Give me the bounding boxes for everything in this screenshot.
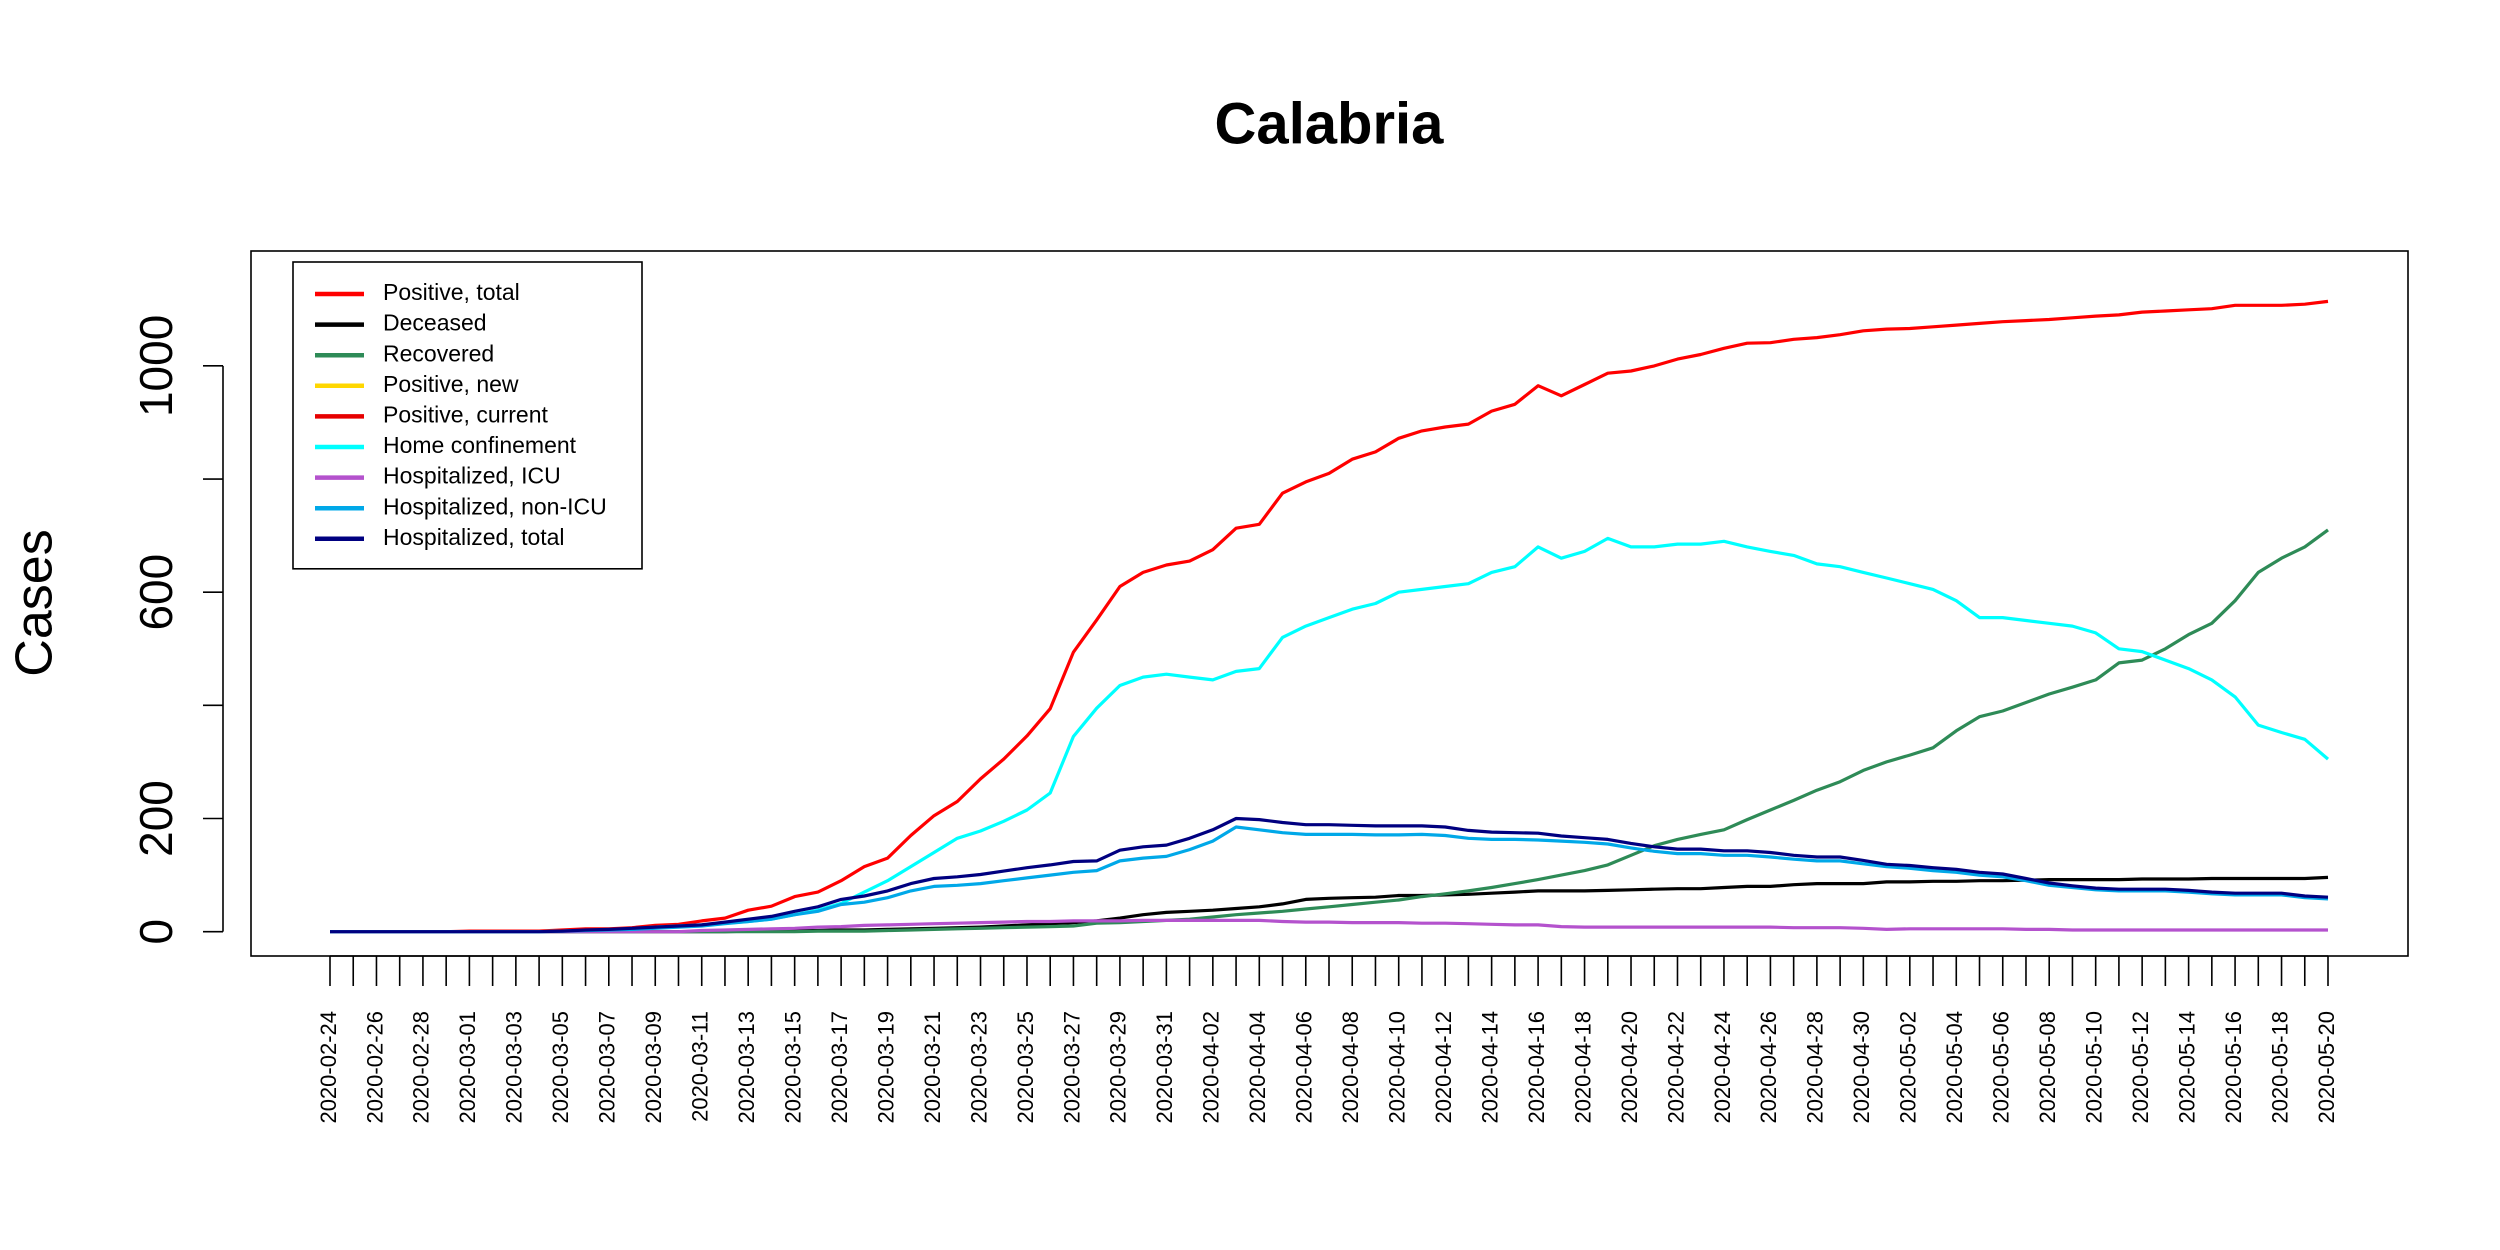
series-line (330, 528, 2329, 934)
legend-label: Positive, new (383, 371, 519, 397)
x-tick-label: 2020-02-24 (316, 1011, 341, 1124)
legend-label: Home confinement (383, 432, 577, 458)
legend-label: Positive, total (383, 279, 520, 305)
x-tick-label: 2020-04-20 (1617, 1011, 1642, 1124)
x-tick-label: 2020-04-14 (1477, 1011, 1502, 1124)
x-tick-label: 2020-04-12 (1431, 1011, 1456, 1124)
x-tick-label: 2020-05-20 (2314, 1011, 2339, 1124)
x-tick-label: 2020-03-19 (873, 1011, 898, 1124)
x-tick-label: 2020-04-18 (1570, 1011, 1595, 1124)
x-tick-label: 2020-03-05 (548, 1011, 573, 1124)
y-axis-label: Cases (6, 529, 64, 676)
y-tick-label: 0 (130, 919, 182, 945)
y-tick-label: 200 (130, 780, 182, 857)
x-tick-label: 2020-03-29 (1106, 1011, 1131, 1124)
legend-label: Hospitalized, ICU (383, 463, 561, 489)
series-line (330, 918, 2328, 934)
x-tick-label: 2020-03-07 (595, 1011, 620, 1124)
legend-label: Recovered (383, 340, 494, 366)
x-tick-label: 2020-03-25 (1013, 1011, 1038, 1124)
x-tick-label: 2020-03-09 (641, 1011, 666, 1124)
x-tick-label: 2020-04-10 (1385, 1011, 1410, 1124)
x-tick-label: 2020-03-13 (734, 1011, 759, 1124)
x-tick-label: 2020-04-08 (1338, 1011, 1363, 1124)
x-tick-label: 2020-05-04 (1942, 1011, 1967, 1124)
x-tick-label: 2020-03-11 (688, 1011, 713, 1122)
x-tick-label: 2020-04-04 (1245, 1011, 1270, 1124)
x-tick-label: 2020-04-24 (1710, 1011, 1735, 1124)
x-tick-label: 2020-05-14 (2174, 1011, 2199, 1124)
chart-title: Calabria (1215, 91, 1445, 156)
x-tick-label: 2020-03-21 (920, 1011, 945, 1124)
x-tick-label: 2020-04-26 (1756, 1011, 1781, 1124)
x-tick-label: 2020-04-22 (1663, 1011, 1688, 1124)
x-tick-label: 2020-03-27 (1059, 1011, 1084, 1124)
x-tick-label: 2020-04-06 (1292, 1011, 1317, 1124)
x-tick-label: 2020-04-30 (1849, 1011, 1874, 1124)
x-tick-label: 2020-05-18 (2267, 1011, 2292, 1124)
x-tick-label: 2020-05-02 (1896, 1011, 1921, 1124)
x-tick-label: 2020-03-23 (966, 1011, 991, 1124)
x-tick-label: 2020-03-17 (827, 1011, 852, 1124)
legend-label: Hospitalized, non-ICU (383, 493, 607, 519)
x-tick-label: 2020-03-01 (455, 1011, 480, 1124)
legend-label: Hospitalized, total (383, 524, 565, 550)
x-tick-label: 2020-05-06 (1989, 1011, 2014, 1124)
x-tick-label: 2020-04-02 (1199, 1011, 1224, 1124)
x-tick-label: 2020-03-31 (1152, 1011, 1177, 1124)
x-tick-label: 2020-04-28 (1803, 1011, 1828, 1124)
legend-label: Deceased (383, 310, 487, 336)
x-tick-label: 2020-03-15 (780, 1011, 805, 1124)
series-line (330, 299, 2329, 934)
x-tick-label: 2020-04-16 (1524, 1011, 1549, 1124)
x-tick-label: 2020-05-08 (2035, 1011, 2060, 1124)
legend-label: Positive, current (383, 401, 549, 427)
y-tick-label: 600 (130, 554, 182, 631)
series-line (330, 536, 2330, 934)
x-tick-label: 2020-02-26 (362, 1011, 387, 1124)
x-tick-label: 2020-05-10 (2081, 1011, 2106, 1124)
x-tick-label: 2020-02-28 (409, 1011, 434, 1124)
x-tick-label: 2020-03-03 (502, 1011, 527, 1124)
series-line (330, 816, 2329, 934)
y-tick-label: 1000 (130, 315, 182, 417)
x-tick-label: 2020-05-12 (2128, 1011, 2153, 1124)
x-tick-label: 2020-05-16 (2221, 1011, 2246, 1124)
